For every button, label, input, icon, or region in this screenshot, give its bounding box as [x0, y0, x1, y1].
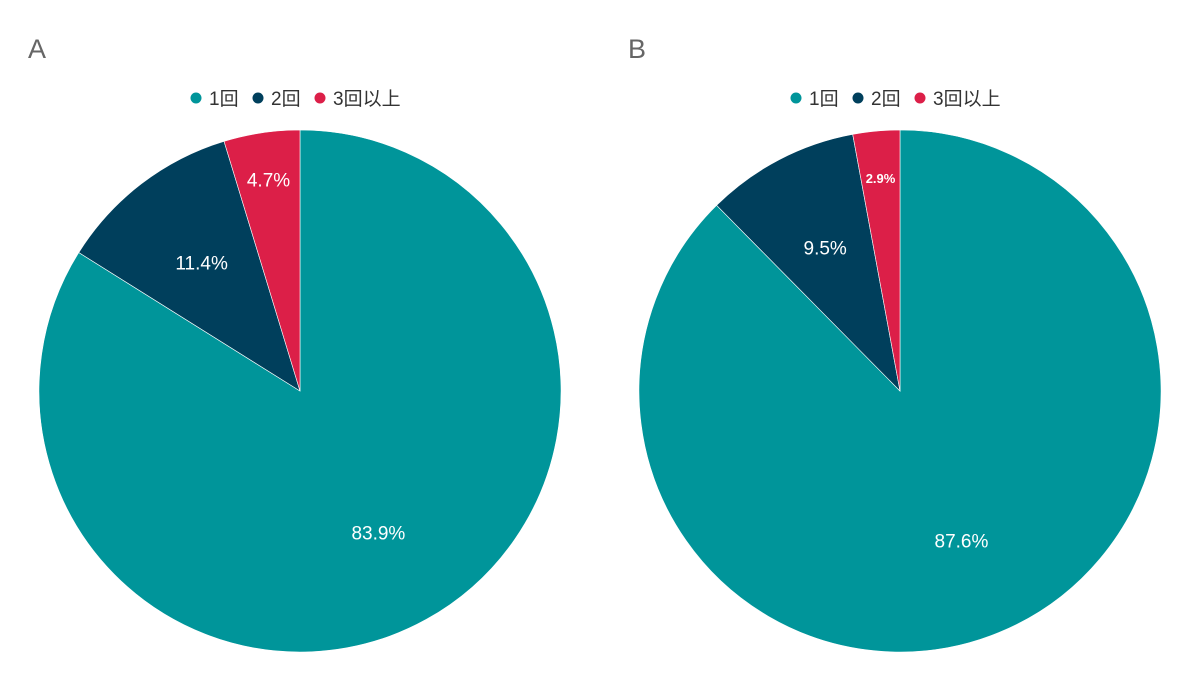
pie-panel-B: B 1回 2回 3回以上 87.6% 9.5% 2.9%	[628, 34, 1162, 653]
legend-label: 2回	[871, 89, 901, 110]
legend-marker	[914, 92, 926, 104]
slice-label: 2.9%	[866, 171, 896, 186]
pie-slice-1	[38, 129, 562, 653]
pie-slice-3	[852, 129, 901, 392]
legend-marker	[852, 92, 864, 104]
legend-marker	[790, 92, 802, 104]
panel-title: B	[628, 34, 646, 64]
slice-label: 11.4%	[175, 254, 228, 275]
slice-label: 83.9%	[351, 524, 405, 545]
legend-label: 2回	[271, 89, 301, 110]
legend: 1回 2回 3回以上	[790, 88, 1001, 110]
legend-marker	[190, 92, 202, 104]
slice-label: 4.7%	[247, 170, 290, 191]
legend-label: 1回	[809, 89, 839, 110]
pie-slice-3	[223, 129, 301, 392]
pie-slice-2	[78, 140, 301, 392]
legend-label: 1回	[209, 89, 239, 110]
pie-panel-A: A 1回 2回 3回以上 83.9% 11.4% 4.7%	[28, 34, 562, 653]
pie-slice-2	[716, 133, 901, 392]
slice-label: 87.6%	[935, 532, 989, 553]
legend: 1回 2回 3回以上	[190, 88, 401, 110]
panel-title: A	[28, 34, 46, 64]
legend-marker	[314, 92, 326, 104]
slice-label: 9.5%	[804, 239, 847, 260]
legend-label: 3回以上	[333, 88, 401, 110]
legend-marker	[252, 92, 264, 104]
legend-label: 3回以上	[933, 88, 1001, 110]
